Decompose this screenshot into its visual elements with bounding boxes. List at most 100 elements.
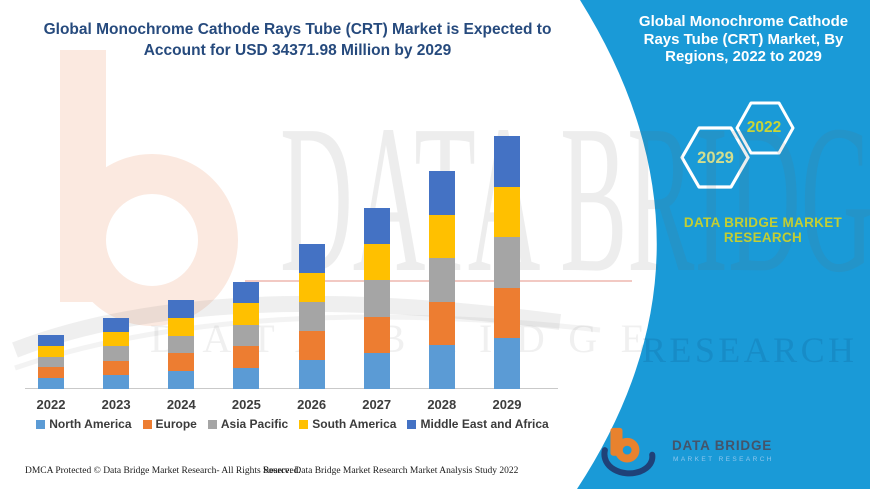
legend-label-middle-east-and-africa: Middle East and Africa — [420, 417, 549, 431]
bar-2022 — [38, 335, 64, 389]
bar-2025 — [233, 282, 260, 389]
segment-middle-east-and-africa-2023 — [103, 318, 130, 333]
hexagon-2029-label: 2029 — [697, 149, 734, 167]
x-label-2024: 2024 — [166, 397, 196, 412]
legend-item-north-america: North America — [36, 417, 132, 431]
side-panel-brand-line-2: RESEARCH — [723, 230, 803, 245]
legend-marker-middle-east-and-africa — [407, 419, 417, 429]
segment-south-america-2023 — [103, 332, 130, 347]
company-logo-icon — [601, 427, 656, 477]
bar-2023 — [103, 318, 130, 389]
main-title: Global Monochrome Cathode Rays Tube (CRT… — [10, 19, 585, 61]
bar-2029 — [494, 136, 520, 389]
legend-label-europe: Europe — [155, 417, 197, 431]
hexagon-2022-outline — [735, 101, 795, 155]
logo-swoosh — [601, 447, 656, 477]
segment-europe-2026 — [298, 331, 325, 360]
company-logo-name: DATA BRIDGE — [672, 438, 773, 453]
logo-b-bowl — [614, 437, 640, 463]
bar-2026 — [298, 244, 325, 389]
segment-south-america-2022 — [38, 345, 64, 357]
segment-asia-pacific-2029 — [494, 237, 520, 288]
legend-item-south-america: South America — [299, 417, 396, 431]
segment-asia-pacific-2028 — [428, 258, 455, 302]
segment-europe-2025 — [233, 346, 260, 368]
segment-europe-2028 — [428, 301, 455, 346]
segment-south-america-2028 — [428, 214, 455, 259]
segment-north-america-2027 — [363, 352, 390, 389]
x-label-2027: 2027 — [362, 397, 392, 412]
legend-marker-asia-pacific — [207, 419, 217, 429]
footer-dmca-text: DMCA Protected © Data Bridge Market Rese… — [25, 466, 301, 476]
company-logo-subtitle: MARKET RESEARCH — [673, 456, 774, 463]
segment-south-america-2027 — [363, 244, 390, 281]
segment-south-america-2029 — [494, 186, 520, 238]
segment-middle-east-and-africa-2029 — [494, 136, 520, 187]
segment-south-america-2024 — [168, 317, 195, 336]
segment-europe-2029 — [494, 287, 520, 339]
segment-asia-pacific-2025 — [233, 324, 260, 347]
segment-europe-2023 — [103, 360, 130, 375]
x-label-2028: 2028 — [427, 397, 457, 412]
x-axis-line — [25, 388, 558, 389]
segment-north-america-2023 — [103, 374, 130, 389]
side-panel-title: Global Monochrome Cathode Rays Tube (CRT… — [622, 13, 865, 66]
bar-2027 — [363, 208, 390, 389]
segment-middle-east-and-africa-2028 — [428, 171, 455, 215]
segment-europe-2022 — [38, 367, 64, 379]
watermark-row-text: DATA BRIDGE — [150, 316, 645, 361]
chart-legend: North America Europe Asia Pacific South Ame… — [20, 417, 565, 431]
segment-europe-2027 — [363, 316, 390, 353]
segment-asia-pacific-2022 — [38, 356, 64, 368]
segment-north-america-2025 — [233, 367, 260, 389]
segment-north-america-2026 — [298, 360, 325, 389]
segment-north-america-2028 — [428, 345, 455, 389]
segment-north-america-2029 — [494, 338, 520, 389]
hexagon-2029-outline — [680, 126, 750, 189]
side-panel-brand-line-1: DATA BRIDGE MARKET — [683, 215, 843, 230]
segment-middle-east-and-africa-2022 — [38, 335, 64, 346]
segment-europe-2024 — [168, 353, 195, 372]
segment-middle-east-and-africa-2024 — [168, 300, 195, 318]
legend-item-asia-pacific: Asia Pacific — [207, 417, 289, 431]
segment-middle-east-and-africa-2026 — [298, 244, 325, 273]
x-label-2022: 2022 — [36, 397, 66, 412]
watermark-logo-bowl — [66, 154, 238, 326]
side-panel-title-line-2: Rays Tube (CRT) Market, By — [643, 30, 844, 48]
x-label-2025: 2025 — [231, 397, 261, 412]
legend-marker-europe — [142, 419, 152, 429]
segment-south-america-2025 — [233, 303, 260, 325]
side-panel-background — [577, 0, 870, 489]
x-label-2026: 2026 — [297, 397, 327, 412]
legend-label-south-america: South America — [312, 417, 397, 431]
legend-marker-north-america — [36, 419, 46, 429]
hexagon-2022-label: 2022 — [746, 119, 782, 136]
legend-label-north-america: North America — [49, 417, 132, 431]
segment-south-america-2026 — [298, 273, 325, 302]
segment-middle-east-and-africa-2025 — [233, 282, 260, 304]
x-label-2023: 2023 — [101, 397, 131, 412]
segment-middle-east-and-africa-2027 — [363, 208, 390, 245]
segment-asia-pacific-2024 — [168, 335, 195, 354]
side-panel-brand: DATA BRIDGE MARKET RESEARCH — [662, 215, 864, 245]
side-panel-title-line-3: Regions, 2022 to 2029 — [665, 48, 822, 65]
bar-2028 — [428, 171, 455, 389]
side-panel-title-line-1: Global Monochrome Cathode — [638, 13, 849, 30]
segment-north-america-2024 — [168, 371, 195, 389]
main-title-line-1: Global Monochrome Cathode Rays Tube (CRT… — [43, 21, 552, 38]
legend-item-middle-east-and-africa: Middle East and Africa — [407, 417, 549, 431]
legend-item-europe: Europe — [142, 417, 197, 431]
legend-marker-south-america — [299, 419, 309, 429]
watermark-panel-text: RESEARCH — [642, 330, 854, 370]
segment-asia-pacific-2023 — [103, 346, 130, 361]
segment-north-america-2022 — [38, 378, 64, 389]
segment-asia-pacific-2026 — [298, 302, 325, 331]
bar-2024 — [168, 300, 195, 389]
footer-source-text: Source: Data Bridge Market Research Mark… — [263, 466, 519, 476]
x-label-2029: 2029 — [492, 397, 522, 412]
segment-asia-pacific-2027 — [363, 280, 390, 317]
legend-label-asia-pacific: Asia Pacific — [220, 417, 289, 431]
main-title-line-2: Account for USD 34371.98 Million by 2029 — [143, 42, 452, 59]
